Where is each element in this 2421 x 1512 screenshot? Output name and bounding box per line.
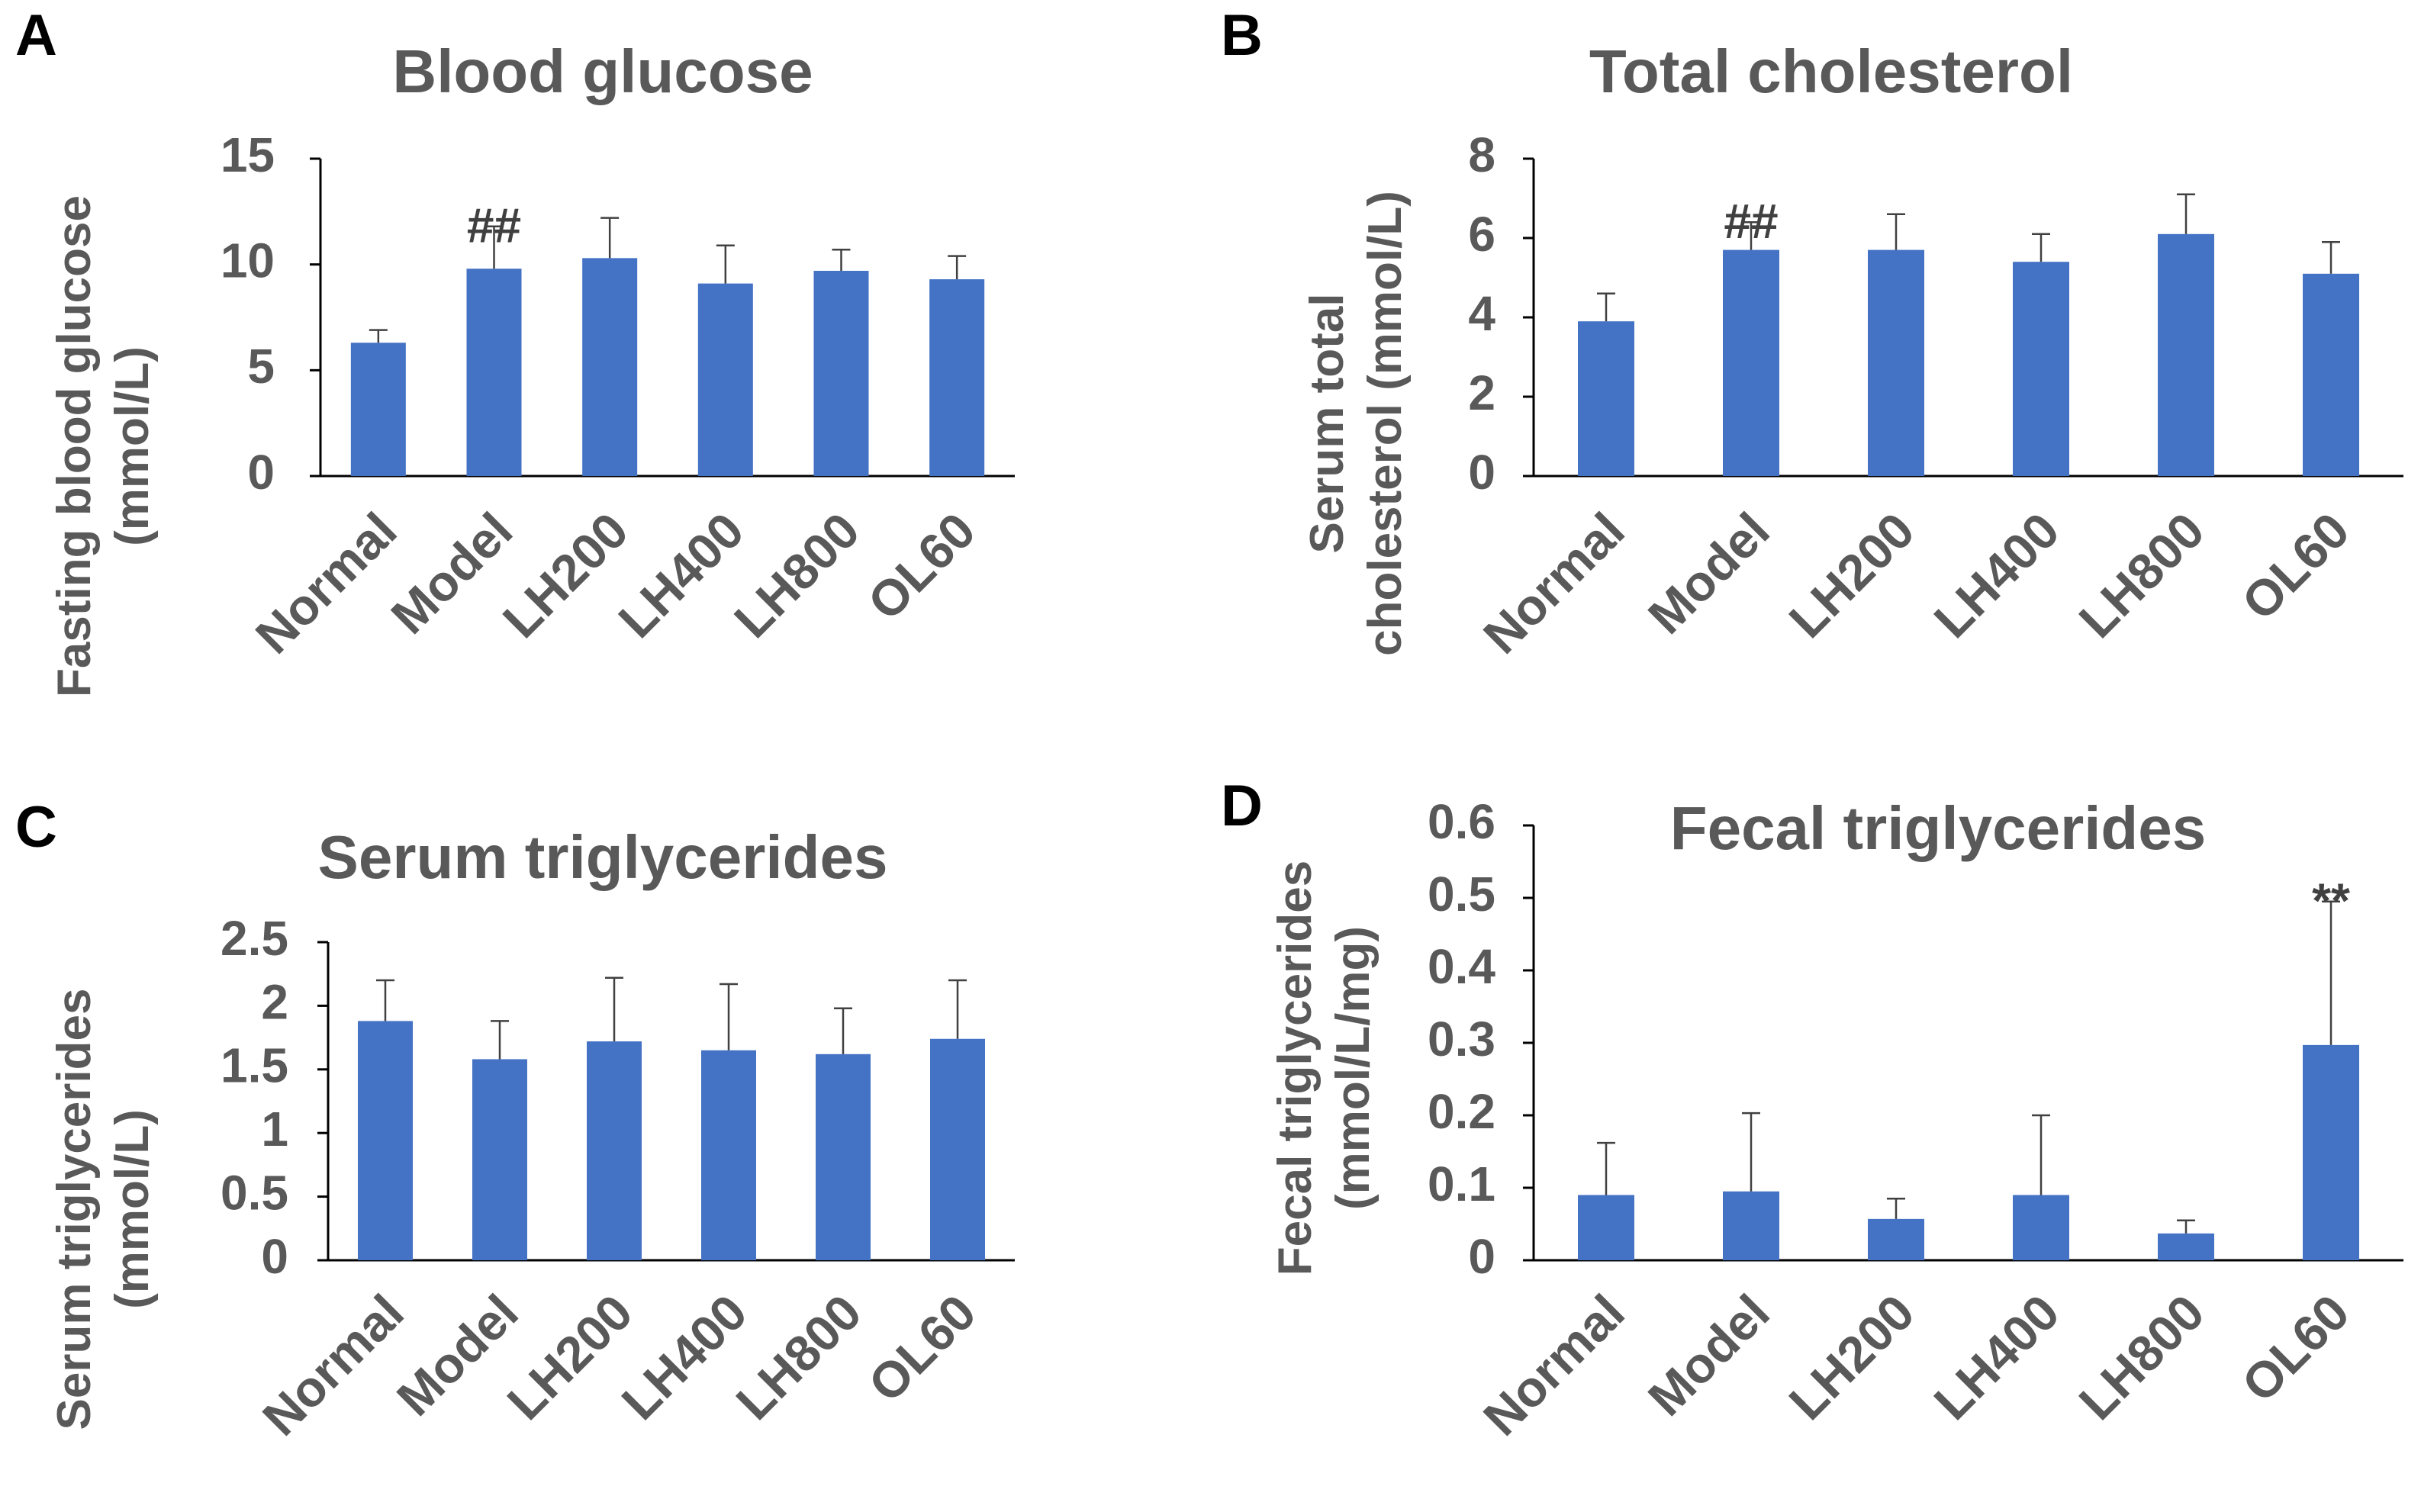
- y-axis-label-line: Serum total: [1301, 293, 1354, 553]
- panel-letter: C: [15, 795, 57, 860]
- y-tick-label: 1: [261, 1102, 288, 1157]
- bar: [1578, 321, 1634, 476]
- x-category-label: LH800: [2068, 502, 2214, 648]
- y-tick-label: 15: [221, 127, 275, 182]
- y-tick-label: 0.5: [221, 1166, 288, 1221]
- y-tick-label: 0.4: [1428, 939, 1495, 994]
- x-category-label: LH200: [496, 1284, 642, 1430]
- y-axis-label-line: cholesterol (mmol/L): [1359, 191, 1412, 656]
- bar: [2158, 1233, 2214, 1260]
- x-category-label: LH200: [1778, 1284, 1924, 1430]
- chart-title: Serum triglycerides: [318, 823, 888, 891]
- y-tick-label: 0.3: [1428, 1012, 1495, 1066]
- bar: [350, 343, 406, 476]
- y-tick-label: 10: [221, 233, 275, 288]
- panel-letter: D: [1221, 774, 1263, 838]
- x-category-label: Normal: [252, 1284, 414, 1446]
- x-category-label: LH800: [725, 1284, 871, 1430]
- y-tick-label: 2: [261, 974, 288, 1029]
- chart-title: Total cholesterol: [1589, 37, 2073, 105]
- y-tick-label: 0.1: [1428, 1157, 1495, 1211]
- y-tick-label: 0.6: [1428, 794, 1495, 849]
- bar: [2303, 273, 2359, 476]
- x-category-label: Normal: [1473, 1284, 1635, 1446]
- x-category-label: LH200: [1778, 502, 1924, 648]
- y-axis-label-line: Fasting blood glucose: [48, 195, 101, 697]
- x-category-label: OL60: [858, 1284, 987, 1413]
- bar: [587, 1041, 642, 1260]
- y-tick-label: 0.5: [1428, 867, 1495, 922]
- x-category-label: OL60: [2231, 1284, 2360, 1413]
- chart-panel-a: A Blood glucose Fasting blood glucose (mmol…: [15, 3, 1015, 697]
- x-category-label: Model: [1637, 1284, 1780, 1427]
- chart-title: Fecal triglycerides: [1670, 794, 2207, 862]
- panel-letter: B: [1221, 3, 1263, 68]
- bar: [582, 258, 638, 476]
- bar: [813, 270, 869, 476]
- x-category-label: LH800: [2068, 1284, 2214, 1430]
- bar: [816, 1054, 871, 1260]
- bar: [1723, 1191, 1779, 1260]
- x-category-label: LH400: [1923, 1284, 2069, 1430]
- y-tick-label: 6: [1468, 207, 1495, 262]
- bar: [2013, 1195, 2069, 1260]
- y-axis-label-line: Serum triglycerides: [48, 989, 101, 1430]
- y-tick-label: 4: [1468, 286, 1495, 341]
- bar: [2303, 1044, 2359, 1260]
- chart-panel-b: B Total cholesterol Serum total cholesterol…: [1221, 3, 2403, 664]
- bar: [1578, 1195, 1634, 1260]
- y-axis-label-line: (mmol/L): [106, 1109, 159, 1309]
- x-category-label: LH400: [1923, 502, 2069, 648]
- bar: [1868, 1218, 1924, 1260]
- bar: [472, 1059, 527, 1260]
- x-category-label: Normal: [1473, 502, 1635, 664]
- y-tick-label: 0: [261, 1229, 288, 1284]
- bar: [2158, 233, 2214, 476]
- y-axis-label-line: (mmol/L/mg): [1327, 926, 1380, 1210]
- y-tick-label: 5: [247, 339, 275, 394]
- x-category-label: LH200: [492, 502, 639, 648]
- x-category-label: OL60: [2231, 502, 2360, 631]
- bar: [2013, 262, 2069, 476]
- y-tick-label: 0: [247, 445, 275, 500]
- bar: [701, 1050, 756, 1260]
- bar: [930, 1038, 985, 1260]
- y-tick-label: 0.2: [1428, 1084, 1495, 1139]
- bar: [358, 1021, 413, 1260]
- x-category-label: Normal: [245, 502, 407, 664]
- x-category-label: LH400: [610, 1284, 757, 1430]
- x-category-label: Model: [386, 1284, 529, 1427]
- x-category-label: Model: [1637, 502, 1780, 645]
- bar: [466, 269, 522, 476]
- y-tick-label: 2.5: [221, 911, 288, 966]
- significance-marker: ##: [1724, 194, 1778, 249]
- x-category-label: OL60: [857, 502, 986, 631]
- y-tick-label: 0: [1468, 445, 1495, 500]
- x-category-label: Model: [380, 502, 523, 645]
- bar: [929, 279, 985, 476]
- significance-marker: **: [2312, 873, 2350, 928]
- y-tick-label: 1.5: [221, 1038, 288, 1093]
- significance-marker: ##: [467, 198, 521, 253]
- bar: [697, 283, 753, 476]
- bar: [1723, 249, 1779, 476]
- panel-letter: A: [15, 3, 57, 68]
- y-axis-label-line: (mmol/L): [106, 346, 159, 546]
- x-category-label: LH400: [607, 502, 754, 648]
- bar: [1868, 249, 1924, 476]
- y-tick-label: 8: [1468, 127, 1495, 182]
- y-tick-label: 2: [1468, 365, 1495, 420]
- chart-title: Blood glucose: [392, 37, 813, 105]
- x-category-label: LH800: [723, 502, 870, 648]
- y-tick-label: 0: [1468, 1229, 1495, 1284]
- y-axis-label-line: Fecal triglycerides: [1269, 861, 1322, 1276]
